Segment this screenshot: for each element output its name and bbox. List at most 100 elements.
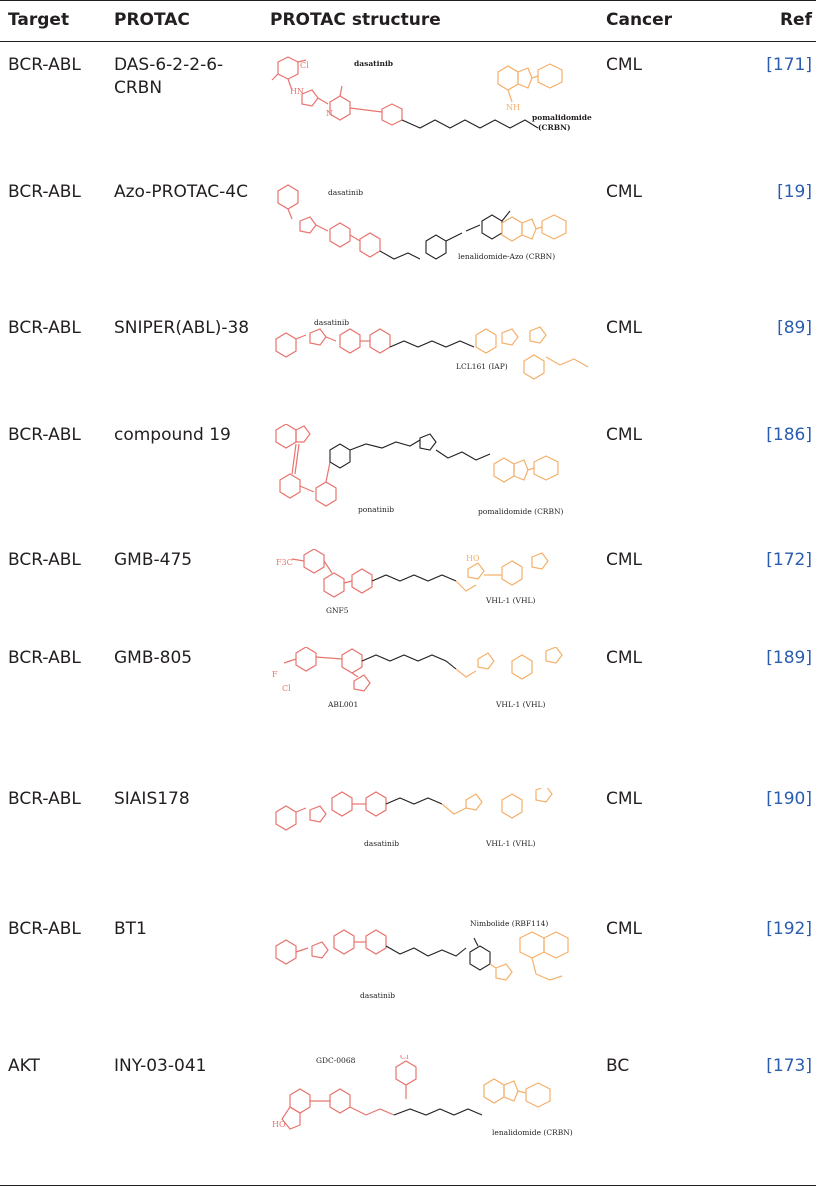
cancer-cell: CML (606, 317, 643, 338)
protac-cell: DAS-6-2-2-6-CRBN (114, 55, 224, 98)
header-protac: PROTAC (114, 0, 270, 42)
atom-label: NH (506, 103, 520, 112)
table-row: AKT INY-03-041 HO Cl (0, 1042, 816, 1186)
warhead-label: dasatinib (364, 839, 399, 848)
warhead-label: GNF5 (326, 606, 349, 615)
structure-cell: ponatinib pomalidomide (CRBN) (270, 412, 606, 537)
structure-cell: F3C HO GNF5 VHL-1 (VHL) (270, 537, 606, 635)
target-cell: BCR-ABL (8, 181, 81, 202)
e3-label: pomalidomide (532, 113, 592, 122)
atom-label: F3C (276, 558, 293, 567)
e3-label: LCL161 (IAP) (456, 362, 508, 371)
protac-structure-drawing: F Cl ABL001 VHL-1 (VHL) (272, 646, 563, 709)
e3-label-sub: (CRBN) (538, 123, 571, 132)
cancer-cell: CML (606, 788, 643, 809)
atom-label: Cl (282, 684, 291, 693)
warhead-label: ponatinib (358, 505, 394, 514)
warhead-label: ABL001 (327, 700, 358, 709)
table-row: BCR-ABL compound 19 (0, 412, 816, 537)
protac-cell: Azo-PROTAC-4C (114, 181, 248, 202)
protac-cell: BT1 (114, 918, 147, 939)
ref-link[interactable]: [171] (766, 55, 812, 75)
atom-label: Cl (300, 61, 309, 70)
target-cell: BCR-ABL (8, 647, 81, 668)
cancer-cell: CML (606, 647, 643, 668)
protac-structure-drawing: ponatinib pomalidomide (CRBN) (275, 423, 564, 516)
structure-cell: HO Cl GDC-0068 lenalidomide (CRBN) (270, 1042, 606, 1186)
table-row: BCR-ABL SIAIS178 dasatin (0, 776, 816, 906)
structure-cell: Nimbolide (RBF114) dasatinib (270, 906, 606, 1043)
header-structure: PROTAC structure (270, 0, 606, 42)
ref-link[interactable]: [189] (766, 647, 812, 668)
cancer-cell: BC (606, 1042, 736, 1186)
target-cell: BCR-ABL (8, 549, 81, 570)
target-cell: AKT (0, 1042, 114, 1186)
structure-cell: dasatinib VHL-1 (VHL) (270, 776, 606, 906)
warhead-label: GDC-0068 (316, 1056, 356, 1065)
e3-label: VHL-1 (VHL) (485, 596, 535, 605)
protac-structure-drawing: F3C HO GNF5 VHL-1 (VHL) (276, 548, 549, 615)
ref-link[interactable]: [173] (736, 1042, 816, 1186)
atom-label: HN (290, 87, 304, 96)
header-row: Target PROTAC PROTAC structure Cancer Re… (0, 0, 816, 42)
cancer-cell: CML (606, 181, 643, 202)
table-row: BCR-ABL GMB-805 F Cl (0, 635, 816, 776)
header-cancer: Cancer (606, 0, 736, 42)
protac-structure-drawing: dasatinib lenalidomide-Azo (CRBN) (277, 183, 567, 261)
header-target: Target (0, 0, 114, 42)
atom-label: HO (466, 554, 480, 563)
table-row: BCR-ABL SNIPER(ABL)-38 (0, 305, 816, 412)
protac-structure-drawing: dasatinib VHL-1 (VHL) (275, 787, 553, 848)
ref-link[interactable]: [172] (766, 549, 812, 570)
e3-label: VHL-1 (VHL) (495, 700, 545, 709)
protac-cell: INY-03-041 (114, 1042, 270, 1186)
ref-link[interactable]: [186] (766, 424, 812, 445)
table-row: BCR-ABL DAS-6-2-2-6-CRBN Cl HN N (0, 42, 816, 169)
ref-link[interactable]: [192] (766, 918, 812, 939)
cancer-cell: CML (606, 918, 643, 939)
e3-label: pomalidomide (CRBN) (478, 507, 564, 516)
structure-cell: F Cl ABL001 VHL-1 (VHL) (270, 635, 606, 776)
e3-label: Nimbolide (RBF114) (470, 919, 548, 928)
protac-cell: compound 19 (114, 424, 231, 445)
structure-cell: dasatinib LCL161 (IAP) (270, 305, 606, 412)
protac-cell: SIAIS178 (114, 788, 190, 809)
warhead-label: dasatinib (360, 991, 395, 1000)
target-cell: BCR-ABL (8, 317, 81, 338)
ref-link[interactable]: [19] (777, 181, 812, 202)
atom-label: F (272, 670, 278, 679)
target-cell: BCR-ABL (8, 788, 81, 809)
protac-structure-drawing: Nimbolide (RBF114) dasatinib (275, 919, 569, 1000)
protac-cell: GMB-805 (114, 647, 193, 668)
protac-cell: SNIPER(ABL)-38 (114, 317, 250, 338)
warhead-label: dasatinib (314, 318, 349, 327)
protac-structure-drawing: dasatinib LCL161 (IAP) (275, 318, 589, 380)
target-cell: BCR-ABL (8, 424, 81, 445)
atom-label: HO (272, 1120, 286, 1129)
protac-cell: GMB-475 (114, 549, 193, 570)
warhead-label: dasatinib (328, 188, 363, 197)
table-row: BCR-ABL Azo-PROTAC-4C (0, 169, 816, 305)
warhead-label: dasatinib (354, 59, 393, 68)
ref-link[interactable]: [89] (777, 317, 812, 338)
target-cell: BCR-ABL (8, 918, 81, 939)
table-row: BCR-ABL BT1 (0, 906, 816, 1043)
table-row: BCR-ABL GMB-475 F3C (0, 537, 816, 635)
atom-label: N (326, 109, 333, 118)
structure-cell: Cl HN N NH dasatinib pomalidomide (CRBN) (270, 42, 606, 169)
protac-structure-drawing: Cl HN N NH dasatinib pomalidomide (CRBN) (271, 56, 592, 132)
cancer-cell: CML (606, 424, 643, 445)
e3-label: lenalidomide-Azo (CRBN) (458, 252, 555, 261)
protac-structure-drawing: HO Cl GDC-0068 lenalidomide (CRBN) (272, 1055, 573, 1137)
structure-cell: dasatinib lenalidomide-Azo (CRBN) (270, 169, 606, 305)
target-cell: BCR-ABL (8, 55, 81, 75)
cancer-cell: CML (606, 55, 643, 75)
atom-label: Cl (400, 1055, 409, 1061)
ref-link[interactable]: [190] (766, 788, 812, 809)
header-ref: Ref (736, 0, 816, 42)
e3-label: VHL-1 (VHL) (485, 839, 535, 848)
e3-label: lenalidomide (CRBN) (492, 1128, 573, 1137)
cancer-cell: CML (606, 549, 643, 570)
